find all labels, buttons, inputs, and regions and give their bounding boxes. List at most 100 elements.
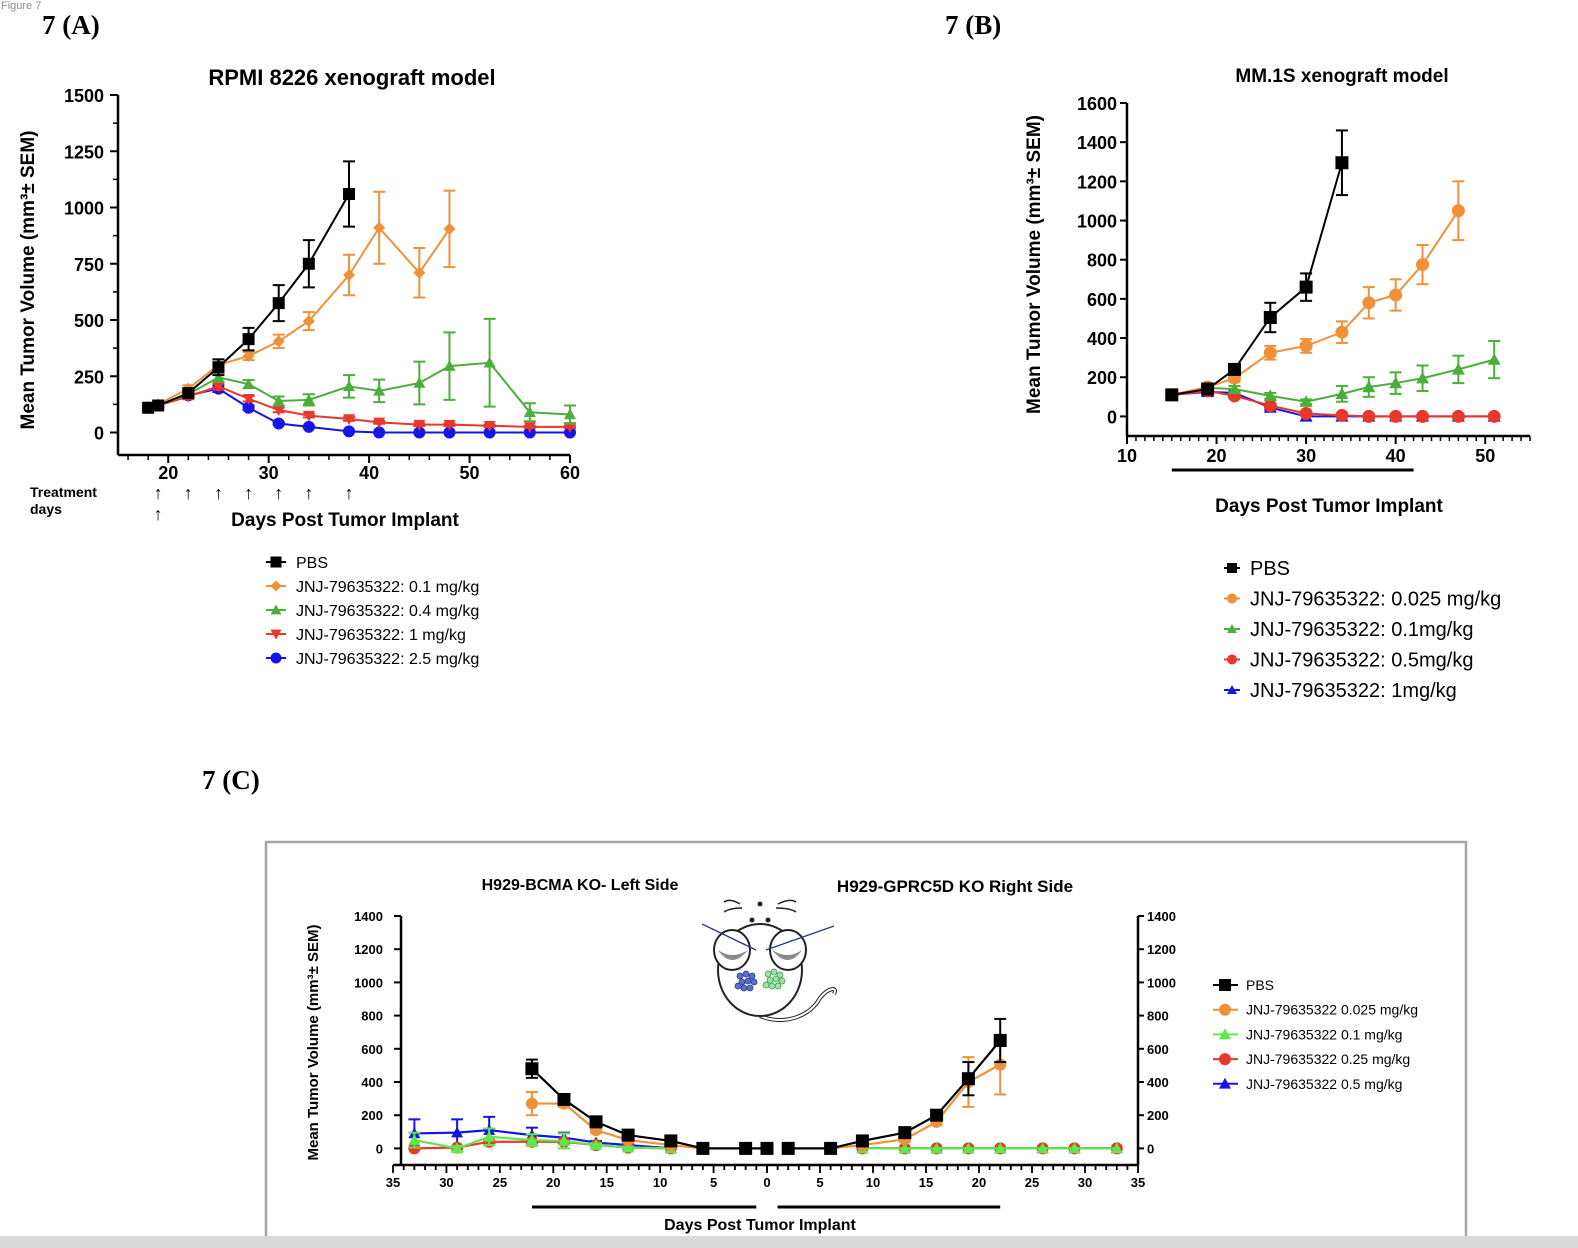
data-point (1036, 1142, 1049, 1154)
y-tick-label-right: 0 (1147, 1141, 1154, 1156)
legend-item: JNJ-79635322: 0.5mg/kg (1224, 650, 1473, 672)
legend-marker (270, 580, 282, 592)
x-tick-label: 50 (1475, 446, 1495, 466)
y-axis-label: Mean Tumor Volume (mm³± SEM) (305, 924, 322, 1160)
x-tick-label-left: 0 (763, 1175, 770, 1190)
series-0 (781, 1017, 1007, 1155)
window-bottom-bar (0, 1236, 1578, 1248)
data-point (1487, 353, 1501, 365)
treatment-arrow: ↑ (304, 483, 313, 503)
data-point (1451, 409, 1465, 423)
legend-marker (1219, 1053, 1231, 1066)
data-point (898, 1142, 911, 1154)
data-point (525, 1062, 539, 1076)
data-point (781, 1141, 795, 1155)
legend-item: JNJ-79635322: 1 mg/kg (266, 627, 466, 644)
data-point (343, 269, 356, 281)
y-tick-label-right: 400 (1147, 1075, 1169, 1090)
legend-marker (270, 556, 282, 568)
y-tick-label-left: 800 (361, 1009, 383, 1024)
legend-label: JNJ-79635322: 0.1 mg/kg (296, 579, 479, 596)
panel-label-c: 7 (C) (202, 765, 260, 795)
data-point (483, 1130, 496, 1142)
data-point (1263, 346, 1277, 360)
data-point (451, 1126, 464, 1138)
legend-item: JNJ-79635322 0.025 mg/kg (1213, 1002, 1418, 1018)
x-tick-label-right: 10 (866, 1175, 880, 1190)
y-tick-label: 400 (1087, 329, 1117, 349)
series-0 (525, 1058, 774, 1155)
legend-label: JNJ-79635322 0.025 mg/kg (1246, 1002, 1418, 1018)
data-point (242, 378, 255, 389)
treatment-label: days (30, 501, 62, 517)
x-tick-label: 40 (1386, 446, 1406, 466)
data-point (483, 426, 496, 439)
data-point (343, 414, 356, 425)
y-tick-label: 0 (1107, 407, 1117, 427)
legend-label: PBS (296, 555, 328, 572)
legend-marker (270, 652, 282, 664)
data-point (373, 426, 386, 439)
data-point (242, 333, 255, 346)
legend-item: PBS (1213, 977, 1274, 993)
legend-item: JNJ-79635322: 0.1 mg/kg (266, 579, 479, 596)
legend-label: JNJ-79635322: 0.4 mg/kg (296, 603, 479, 620)
data-point (1362, 296, 1376, 310)
x-tick-label-right: 35 (1131, 1175, 1145, 1190)
y-tick-label-right: 800 (1147, 1009, 1169, 1024)
y-tick-label: 500 (74, 311, 104, 331)
legend-label: JNJ-79635322 0.1 mg/kg (1246, 1026, 1402, 1042)
x-tick-label: 20 (1207, 446, 1227, 466)
x-tick-label-right: 20 (972, 1175, 986, 1190)
data-point (451, 1142, 464, 1154)
data-point (272, 405, 285, 416)
data-point (443, 419, 456, 431)
series-0 (1165, 129, 1349, 402)
data-point (1389, 376, 1403, 389)
y-tick-label: 800 (1087, 251, 1117, 271)
data-point (373, 417, 386, 429)
y-tick-label: 1600 (1077, 94, 1117, 114)
x-axis-label: Days Post Tumor Implant (231, 510, 459, 531)
data-point (898, 1126, 912, 1140)
x-tick-label-left: 20 (546, 1175, 560, 1190)
legend-label: JNJ-79635322: 1mg/kg (1250, 680, 1457, 702)
legend-marker (1227, 654, 1237, 665)
y-tick-label-right: 1200 (1147, 942, 1176, 957)
data-point (696, 1141, 710, 1155)
legend-marker (1219, 1003, 1231, 1016)
data-point (993, 1034, 1007, 1047)
data-point (413, 266, 426, 279)
x-axis-label: Days Post Tumor Implant (664, 1217, 856, 1234)
y-tick-label-left: 1200 (354, 942, 383, 957)
chart-title-left: H929-BCMA KO- Left Side (482, 877, 679, 894)
data-point (182, 387, 195, 400)
legend-item: JNJ-79635322: 0.025 mg/kg (1224, 589, 1501, 611)
data-point (1416, 371, 1430, 384)
series-line (147, 193, 350, 409)
data-point (1299, 280, 1313, 294)
x-tick-label: 30 (259, 463, 279, 483)
series-line (147, 385, 570, 428)
legend-item: JNJ-79635322 0.1 mg/kg (1213, 1026, 1402, 1042)
series-1 (1165, 180, 1465, 402)
series-line (1171, 389, 1495, 418)
panel-label-a: 7 (A) (42, 10, 100, 40)
chart-a: RPMI 8226 xenograft model 0 250 500 750 1000 1… (18, 65, 580, 668)
data-point (664, 1134, 678, 1148)
data-point (242, 401, 255, 414)
data-point (1362, 380, 1376, 393)
data-point (373, 221, 386, 234)
data-point (302, 410, 315, 422)
data-point (961, 1072, 975, 1086)
x-tick-label-left: 15 (599, 1175, 613, 1190)
y-tick-label: 600 (1087, 290, 1117, 310)
data-point (1263, 389, 1277, 402)
data-point (525, 1134, 538, 1145)
data-point (1335, 387, 1349, 400)
data-point (564, 408, 576, 420)
x-tick-label-right: 25 (1025, 1175, 1039, 1190)
mouse-illustration-icon (701, 899, 837, 1022)
treatment-arrow: ↑ (214, 483, 223, 503)
data-point (962, 1142, 975, 1154)
